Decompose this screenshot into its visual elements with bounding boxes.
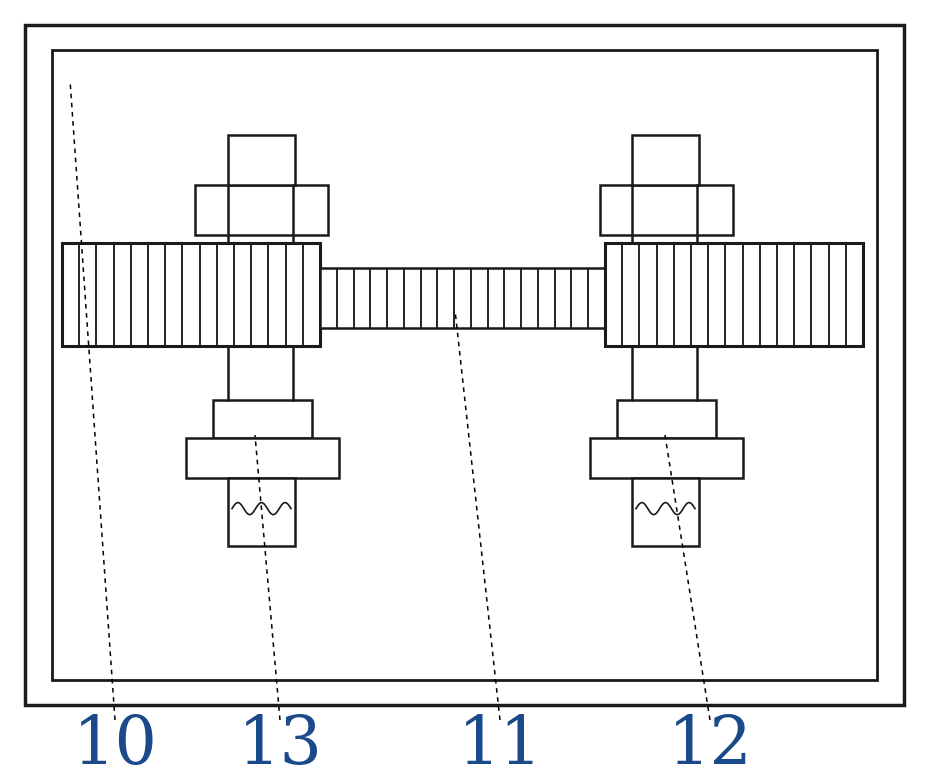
Bar: [62, 243, 319, 346]
Bar: [616, 400, 715, 438]
Bar: [604, 243, 862, 346]
Text: 11: 11: [457, 712, 542, 777]
Bar: [52, 50, 876, 680]
Bar: [186, 438, 339, 478]
Text: 13: 13: [238, 712, 322, 777]
Bar: [213, 400, 312, 438]
Bar: [319, 268, 604, 328]
Bar: [631, 478, 698, 546]
Text: 12: 12: [667, 712, 752, 777]
Bar: [227, 135, 295, 185]
Bar: [631, 135, 698, 185]
Bar: [227, 478, 295, 546]
Bar: [195, 185, 328, 235]
Bar: [589, 438, 742, 478]
Text: 10: 10: [72, 712, 157, 777]
Bar: [599, 185, 732, 235]
Bar: [25, 25, 903, 705]
